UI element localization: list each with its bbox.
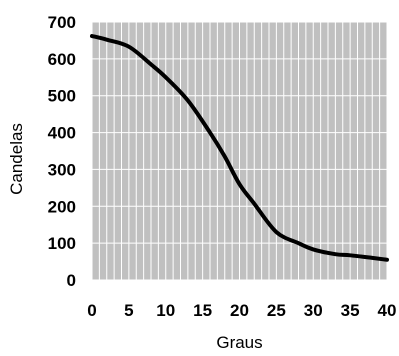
y-tick-label: 500 bbox=[48, 87, 76, 106]
x-tick-label: 10 bbox=[156, 301, 175, 320]
y-tick-label: 600 bbox=[48, 50, 76, 69]
y-axis-ticks: 0 100 200 300 400 500 600 700 bbox=[48, 13, 76, 290]
x-axis-ticks: 0 5 10 15 20 25 30 35 40 bbox=[87, 301, 396, 320]
series-line-0 bbox=[90, 34, 389, 262]
y-tick-label: 0 bbox=[67, 271, 76, 290]
y-tick-label: 300 bbox=[48, 160, 76, 179]
y-axis-label: Candelas bbox=[7, 123, 26, 195]
y-tick-label: 200 bbox=[48, 197, 76, 216]
y-tick-label: 700 bbox=[48, 13, 76, 32]
x-tick-label: 5 bbox=[124, 301, 133, 320]
x-tick-label: 20 bbox=[230, 301, 249, 320]
x-tick-label: 0 bbox=[87, 301, 96, 320]
series-layer bbox=[90, 34, 389, 262]
x-tick-label: 40 bbox=[378, 301, 397, 320]
x-axis-label: Graus bbox=[216, 333, 262, 352]
x-tick-label: 35 bbox=[341, 301, 360, 320]
x-tick-label: 25 bbox=[267, 301, 286, 320]
y-tick-label: 400 bbox=[48, 124, 76, 143]
y-tick-label: 100 bbox=[48, 234, 76, 253]
x-tick-label: 15 bbox=[193, 301, 212, 320]
gridlines bbox=[91, 21, 388, 281]
x-tick-label: 30 bbox=[304, 301, 323, 320]
